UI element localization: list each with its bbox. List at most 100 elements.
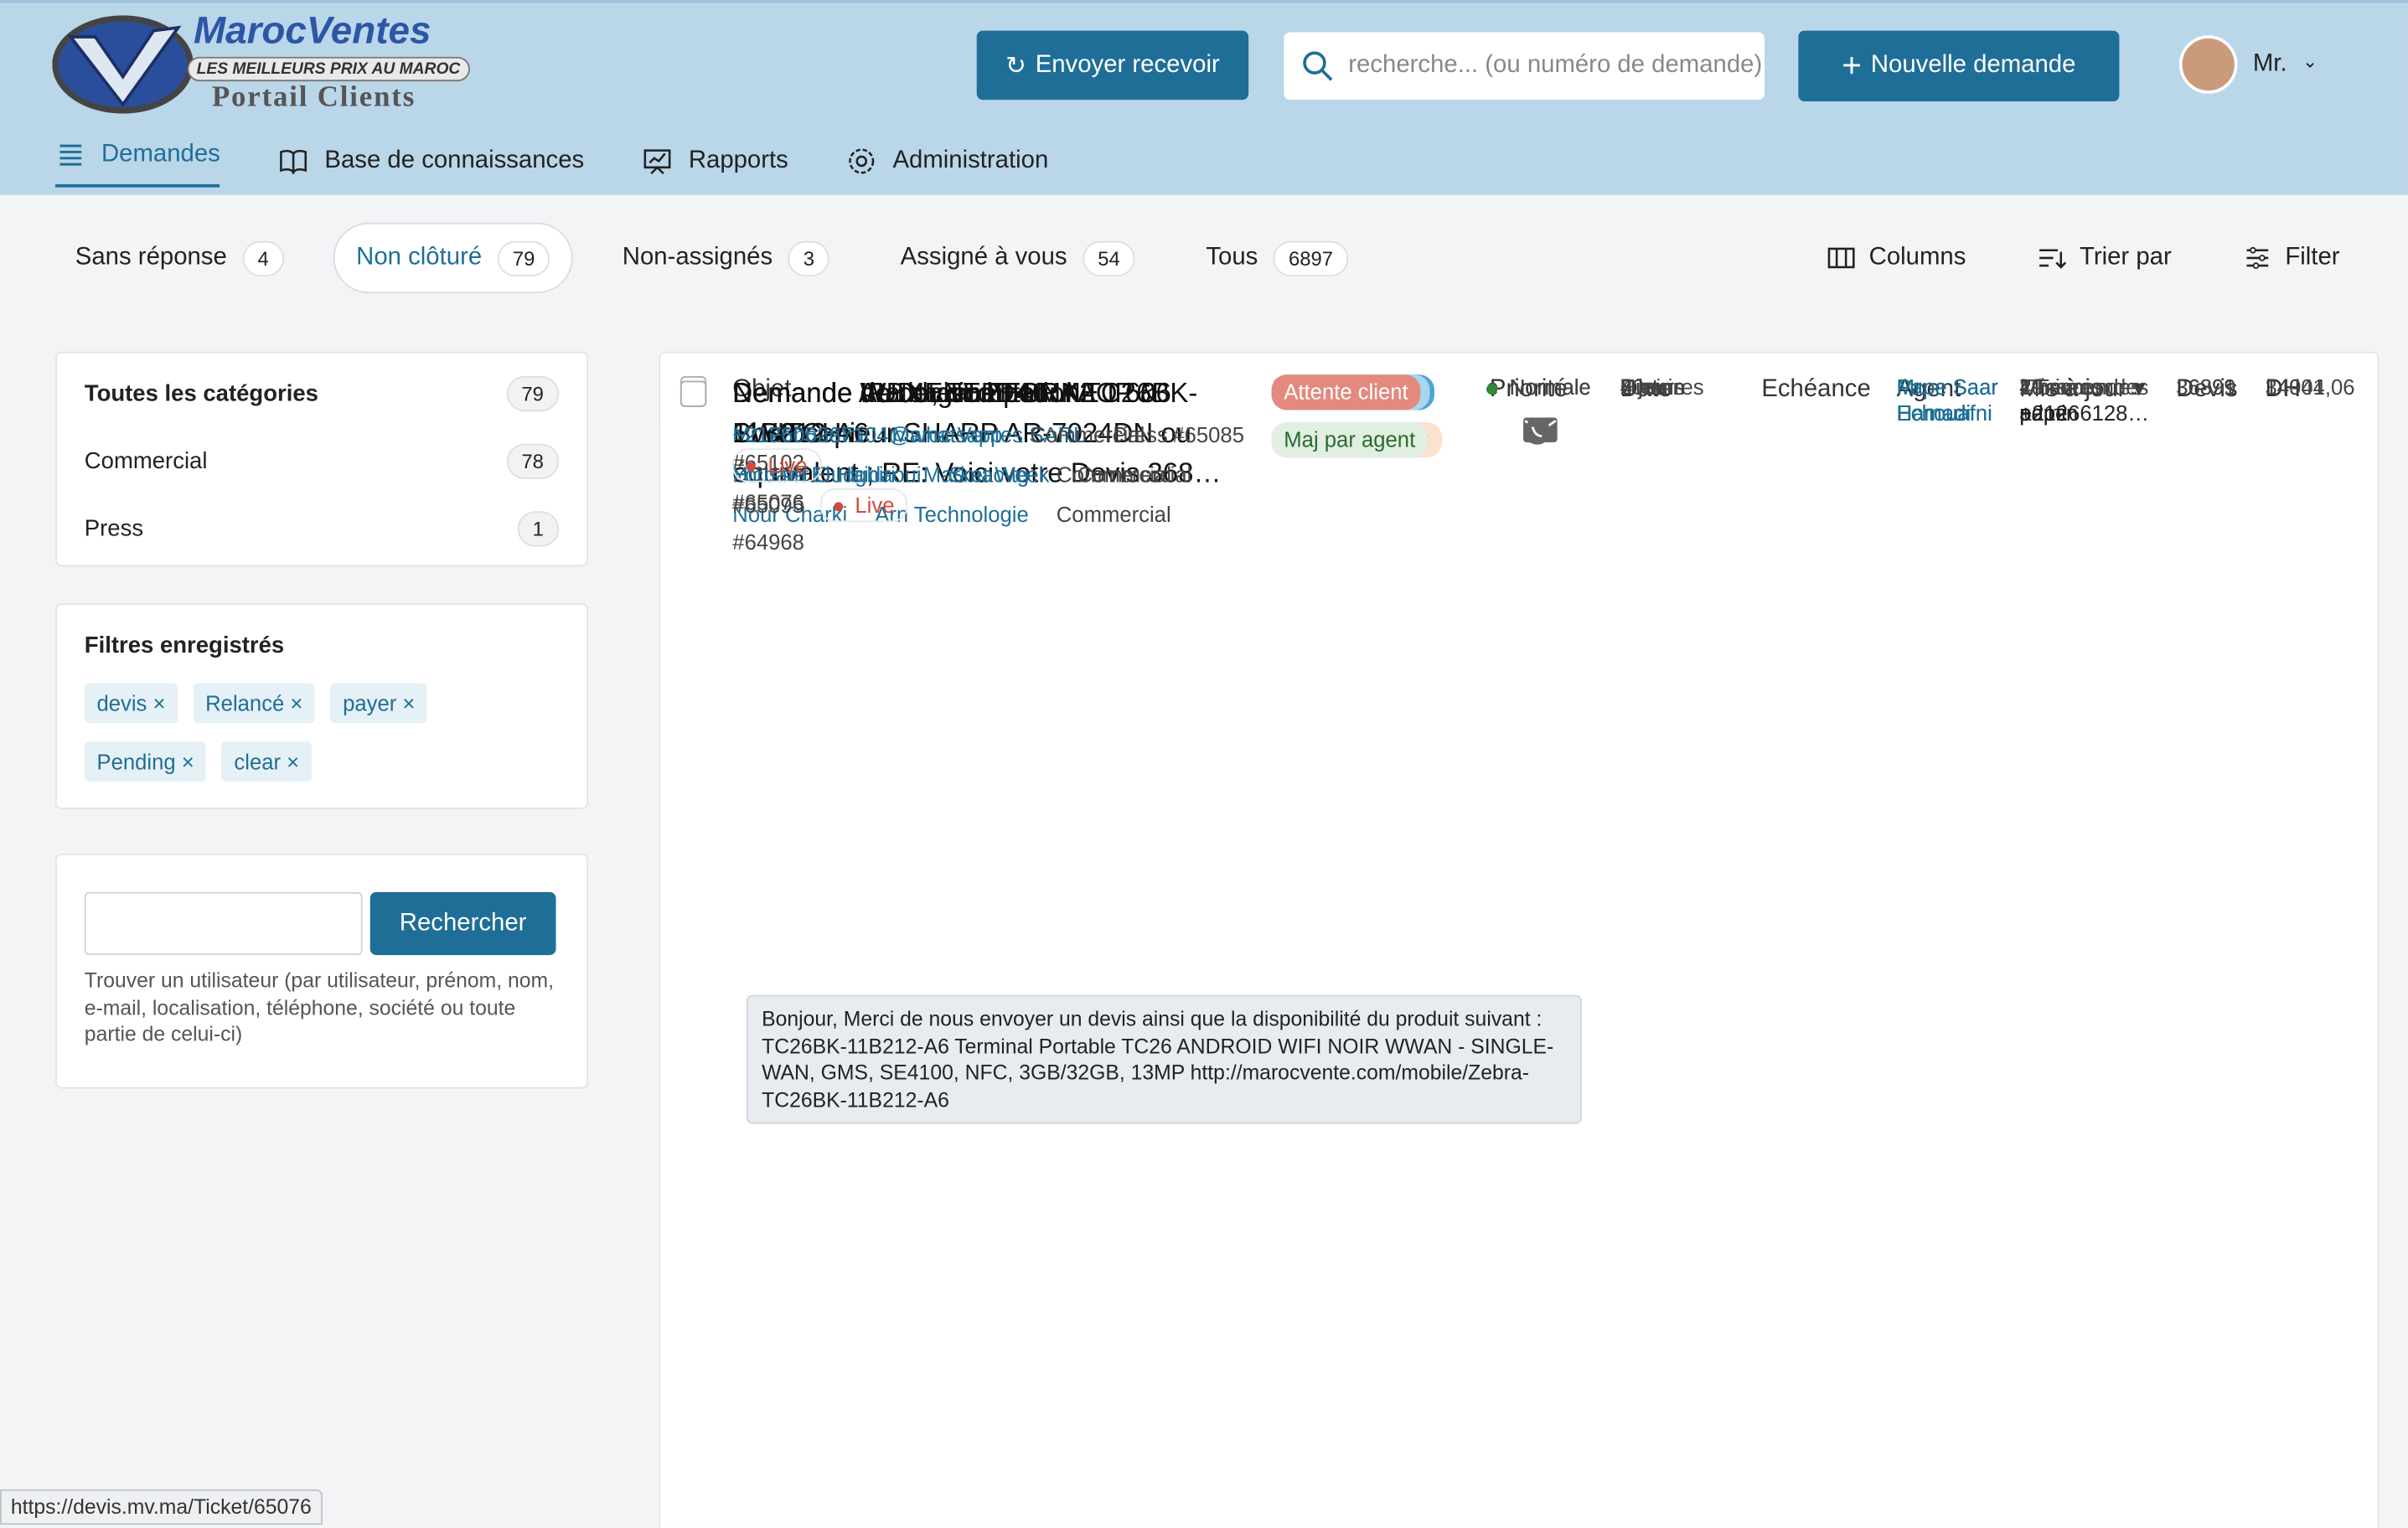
- live-dot: [833, 502, 843, 512]
- checkbox[interactable]: [680, 380, 707, 407]
- subject-cell: Demande AUDIENT ID4 MK2 +212605267104@wha…: [732, 373, 1247, 483]
- table-row[interactable]: Demande de documentation Mr. Echouafni Mar…: [660, 374, 2377, 907]
- live-badge: Live: [819, 488, 908, 523]
- tab[interactable]: Non clôturé 79: [333, 222, 574, 294]
- status-cell: Attente client: [1271, 374, 1471, 422]
- category-row[interactable]: Toutes les catégories 79: [84, 359, 560, 427]
- subject[interactable]: Demande IPBX , TEPHONNE IP & SWITCH: [732, 377, 1159, 449]
- user-search-button[interactable]: Rechercher: [369, 891, 556, 956]
- column-header[interactable]: Objet: [732, 376, 792, 403]
- updated: 2 heures: [2019, 374, 2104, 400]
- filter-tag[interactable]: payer ×: [330, 683, 428, 724]
- filter-tag[interactable]: Pending ×: [84, 741, 207, 782]
- agent[interactable]: Pape Saar Hamadi: [1896, 374, 1998, 426]
- avatar[interactable]: [2178, 35, 2238, 94]
- sync-button[interactable]: ↻ Envoyer recevoir: [976, 30, 1249, 101]
- table-row[interactable]: Demande IPBX , TEPHONNE IP & SWITCH Hicha…: [660, 374, 2377, 764]
- user-search-help: Trouver un utilisateur (par utilisateur,…: [84, 968, 555, 1046]
- table-row[interactable]: Demande AUDIENT ID4 MK2 +212605267104@wha…: [660, 374, 2377, 1382]
- contact-link[interactable]: M: [732, 422, 751, 447]
- tab[interactable]: Tous 6897: [1185, 223, 1370, 293]
- category-label: Toutes les catégories: [84, 379, 318, 406]
- live-line: Live: [732, 448, 1247, 483]
- column-header[interactable]: DH: [2265, 376, 2301, 403]
- nav-label: Rapports: [688, 147, 788, 174]
- user-search-input[interactable]: [84, 891, 363, 956]
- user-menu[interactable]: Mr. ⌄: [2253, 50, 2318, 78]
- filter-tag[interactable]: devis ×: [84, 683, 178, 724]
- dh: 34041,06: [2265, 374, 2355, 400]
- nav-label: Administration: [892, 147, 1049, 174]
- column-header[interactable]: Mis à jour ▾: [2019, 376, 2146, 403]
- nav-item[interactable]: Administration: [846, 126, 1048, 196]
- contact-link[interactable]: Maroc Ventes SARL: [891, 422, 1086, 447]
- updated: 20 min: [2019, 374, 2085, 400]
- subject[interactable]: Demande de cotation pour l'AO 606 Photoc…: [732, 377, 1222, 488]
- contact-link[interactable]: Smac-tg: [948, 462, 1030, 488]
- agent[interactable]: Mr. Echouafni: [1896, 374, 1992, 426]
- logo-brand: MarocVentes: [193, 8, 431, 53]
- search-field[interactable]: recherche... (ou numéro de demande): [1284, 32, 1765, 101]
- contact-link[interactable]: +212605267104@whatsapp: [732, 422, 1003, 447]
- date: 4 jours: [1620, 374, 1685, 400]
- ticket-id: #64968: [732, 529, 804, 555]
- search-placeholder: recherche... (ou numéro de demande): [1348, 52, 1763, 79]
- column-header[interactable]: Echéance: [1761, 376, 1871, 403]
- toolbar-button[interactable]: Columns: [1826, 243, 1966, 274]
- nav-icon: [644, 149, 672, 175]
- date: 20 min: [1620, 374, 1685, 400]
- status-badge: Attente client: [1271, 374, 1421, 410]
- tab[interactable]: Non-assignés 3: [601, 223, 851, 293]
- updated-cell: 20 min: [2019, 374, 2165, 400]
- tab-bar: Sans réponse 4 Non clôturé 79 Non-assignés 3 A…: [54, 222, 1370, 294]
- column-header[interactable]: Devis: [2176, 376, 2238, 403]
- category-count: 79: [505, 375, 560, 411]
- contact-link[interactable]: Mr. Echouafni: [732, 422, 865, 447]
- live-label: Live: [855, 493, 895, 518]
- priority: Normale: [1486, 374, 1591, 400]
- category-row[interactable]: Press 1: [85, 494, 560, 562]
- toolbar-button[interactable]: Trier par: [2037, 243, 2172, 274]
- live-dot: [746, 462, 756, 472]
- live-label: Live: [767, 452, 808, 478]
- agent[interactable]: Mr. Echouafni: [1896, 374, 1992, 426]
- subject-cell: Demande de devis : ZEBRA TC26BK-11B212-A…: [732, 373, 1247, 515]
- toolbar-icon: [2039, 249, 2067, 269]
- logo-portal: Portail Clients: [211, 81, 416, 114]
- filter-tag[interactable]: Relancé ×: [193, 683, 316, 724]
- nav-item[interactable]: Base de connaissances: [278, 126, 584, 196]
- new-request-button[interactable]: + Nouvelle demande: [1798, 30, 2120, 101]
- ticket-table: ObjetStatutPrioritéDateEchéanceAgentMis …: [659, 351, 2380, 1528]
- column-header[interactable]: Date: [1620, 376, 1672, 403]
- subject[interactable]: Demande AUDIENT ID4 MK2: [732, 377, 1095, 409]
- saved-filters-card: Filtres enregistrés devis × Relancé × paye…: [54, 603, 589, 809]
- contact-link[interactable]: Hicham El Haidaoui: [732, 462, 922, 488]
- tab-count: 4: [242, 240, 285, 276]
- category-row[interactable]: Commercial 78: [85, 427, 560, 495]
- date: Hier: [1620, 374, 1660, 400]
- priority-label: Normale: [1509, 374, 1591, 400]
- priority-label: Normale: [1509, 374, 1591, 400]
- subject[interactable]: Demande de devis : ZEBRA TC26BK-11B212-A…: [732, 377, 1198, 449]
- toolbar-button[interactable]: Filter: [2242, 243, 2340, 274]
- date: 7 min: [1620, 374, 1673, 400]
- contact-link[interactable]: Market Week: [922, 462, 1050, 488]
- id-line: #64968: [732, 529, 1247, 556]
- saved-filters-title: Filtres enregistrés: [84, 632, 285, 659]
- column-header[interactable]: Agent: [1896, 376, 1961, 403]
- category: Commercial: [1077, 462, 1192, 488]
- tab[interactable]: Assigné à vous 54: [879, 223, 1157, 293]
- nav-item[interactable]: Rapports: [643, 126, 788, 196]
- table-row[interactable]: Demande Watchgard T40 Attente client Norma…: [660, 374, 2377, 1505]
- tab[interactable]: Sans réponse 4: [54, 223, 306, 293]
- subject[interactable]: Demande de documentation: [732, 377, 1080, 409]
- toolbar-icon: [1827, 247, 1855, 269]
- nav-item[interactable]: Demandes: [54, 126, 220, 188]
- subject[interactable]: N: [732, 377, 753, 409]
- column-header[interactable]: Priorité: [1489, 376, 1568, 403]
- category: Commercial: [1056, 502, 1171, 527]
- agent[interactable]: Pape Saar Hamadi: [1896, 374, 1998, 426]
- subject[interactable]: Demande Watchgard T40: [732, 377, 1048, 409]
- agent[interactable]: Pape Saar Hamadi: [1896, 374, 1998, 426]
- filter-tag[interactable]: clear ×: [221, 741, 312, 782]
